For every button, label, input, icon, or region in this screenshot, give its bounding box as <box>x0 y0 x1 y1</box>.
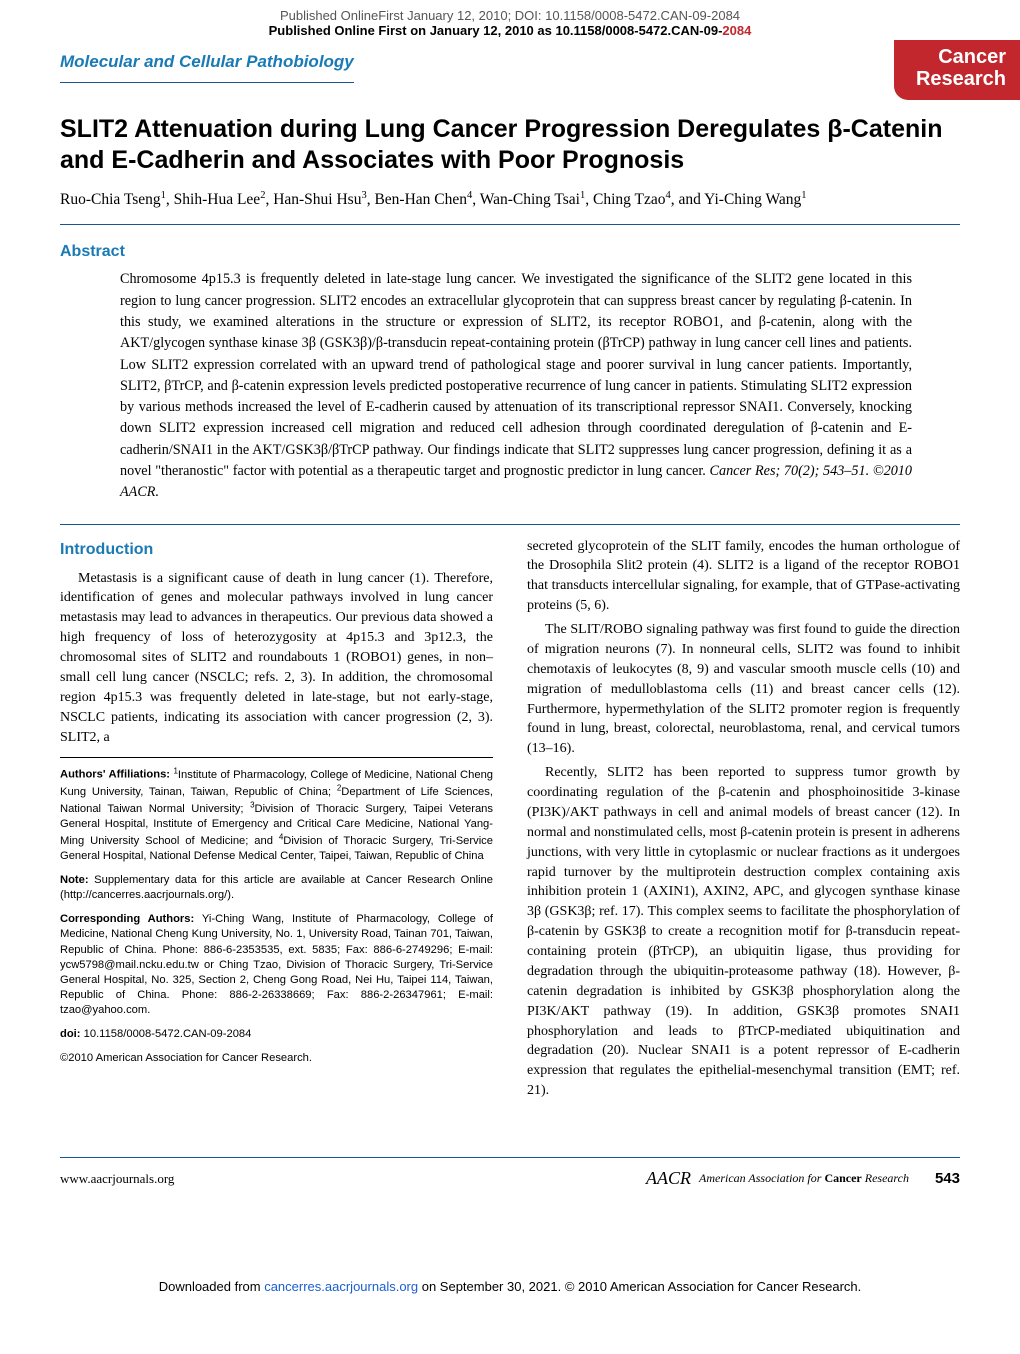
aacr-text: American Association for Cancer Research <box>699 1171 909 1186</box>
page: Published OnlineFirst January 12, 2010; … <box>0 0 1020 1314</box>
pub-date-line-1: Published OnlineFirst January 12, 2010; … <box>0 8 1020 23</box>
abstract-body: Chromosome 4p15.3 is frequently deleted … <box>120 271 912 479</box>
corresponding: Corresponding Authors: Yi-Ching Wang, In… <box>60 912 493 1018</box>
header-row: Molecular and Cellular Pathobiology Canc… <box>60 42 960 100</box>
intro-para-1: Metastasis is a significant cause of dea… <box>60 569 493 748</box>
doi-text: 10.1158/0008-5472.CAN-09-2084 <box>81 1028 252 1040</box>
note: Note: Supplementary data for this articl… <box>60 873 493 903</box>
corr-label: Corresponding Authors: <box>60 913 194 925</box>
affil-text: 1Institute of Pharmacology, College of M… <box>60 769 493 862</box>
doi-line: doi: 10.1158/0008-5472.CAN-09-2084 <box>60 1027 493 1042</box>
footer-right: AACR American Association for Cancer Res… <box>646 1168 960 1189</box>
abstract-text: Chromosome 4p15.3 is frequently deleted … <box>120 269 912 503</box>
abstract-heading: Abstract <box>60 243 960 261</box>
introduction-heading: Introduction <box>60 541 493 559</box>
copyright: ©2010 American Association for Cancer Re… <box>60 1051 493 1066</box>
publication-banner: Published OnlineFirst January 12, 2010; … <box>0 0 1020 42</box>
footer-url: www.aacrjournals.org <box>60 1171 174 1187</box>
download-footer: Downloaded from cancerres.aacrjournals.o… <box>0 1279 1020 1314</box>
journal-badge: Cancer Research <box>894 40 1020 100</box>
affiliations-block: Authors' Affiliations: 1Institute of Pha… <box>60 766 493 1066</box>
dl-link[interactable]: cancerres.aacrjournals.org <box>264 1279 418 1294</box>
left-column: Introduction Metastasis is a significant… <box>60 537 493 1106</box>
aacr-b: Cancer <box>824 1171 861 1185</box>
page-footer: www.aacrjournals.org AACR American Assoc… <box>60 1157 960 1189</box>
affil-label: Authors' Affiliations: <box>60 769 170 781</box>
right-column: secreted glycoprotein of the SLIT family… <box>527 537 960 1106</box>
page-number: 543 <box>935 1170 960 1187</box>
aacr-c: Research <box>862 1171 909 1185</box>
article-title: SLIT2 Attenuation during Lung Cancer Pro… <box>60 114 960 177</box>
right-para-2: The SLIT/ROBO signaling pathway was firs… <box>527 620 960 759</box>
dl-post: on September 30, 2021. © 2010 American A… <box>418 1279 861 1294</box>
rule-2 <box>60 524 960 525</box>
author-list: Ruo-Chia Tseng1, Shih-Hua Lee2, Han-Shui… <box>60 189 960 211</box>
pub-line2-text: Published Online First on January 12, 20… <box>269 23 723 38</box>
content-area: Molecular and Cellular Pathobiology Canc… <box>0 42 1020 1135</box>
badge-line-2: Research <box>916 68 1006 90</box>
rule-1 <box>60 224 960 225</box>
aacr-a: American Association for <box>699 1171 824 1185</box>
affil-rule <box>60 757 493 758</box>
section-label: Molecular and Cellular Pathobiology <box>60 42 354 78</box>
aacr-logo-icon: AACR <box>646 1168 691 1189</box>
pub-date-line-2: Published Online First on January 12, 20… <box>0 23 1020 38</box>
dl-pre: Downloaded from <box>159 1279 265 1294</box>
corr-text: Yi-Ching Wang, Institute of Pharmacology… <box>60 913 493 1016</box>
note-text: Supplementary data for this article are … <box>60 874 493 901</box>
doi-suffix: 2084 <box>722 23 751 38</box>
two-column-body: Introduction Metastasis is a significant… <box>60 537 960 1106</box>
section-rule <box>60 82 354 83</box>
note-label: Note: <box>60 874 89 886</box>
section-block: Molecular and Cellular Pathobiology <box>60 42 354 83</box>
badge-line-1: Cancer <box>916 46 1006 68</box>
doi-label: doi: <box>60 1028 81 1040</box>
right-para-1: secreted glycoprotein of the SLIT family… <box>527 537 960 617</box>
right-para-3: Recently, SLIT2 has been reported to sup… <box>527 763 960 1101</box>
affiliations: Authors' Affiliations: 1Institute of Pha… <box>60 766 493 864</box>
